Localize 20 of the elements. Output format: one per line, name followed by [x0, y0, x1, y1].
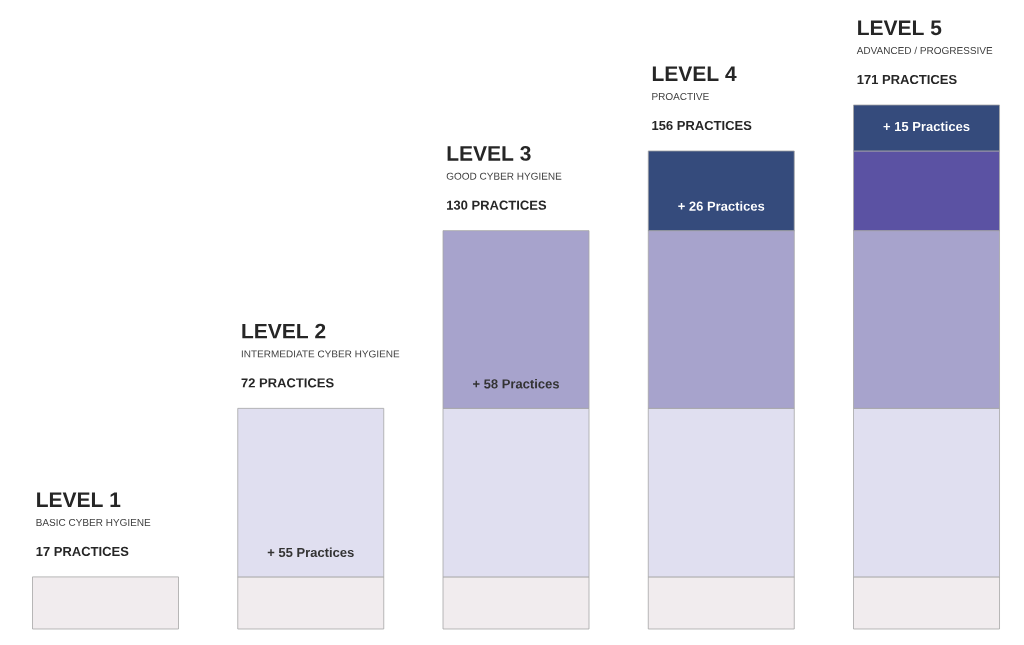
- data-label: + 26 Practices: [678, 201, 765, 211]
- text: PROACTIVE: [652, 92, 709, 101]
- text: LEVEL 4: [652, 66, 737, 81]
- data-label: + 15 Practices: [883, 121, 970, 132]
- data-label: + 58 Practices: [473, 378, 559, 389]
- annotation: LEVEL 1: [37, 492, 121, 507]
- total-label: 72 PRACTICES: [241, 378, 334, 388]
- annotation: LEVEL 3: [447, 145, 531, 161]
- total-label: 156 PRACTICES: [652, 120, 752, 131]
- total-label: 130 PRACTICES: [447, 200, 547, 210]
- data-label: + 55 Practices: [267, 547, 354, 558]
- total-label: 17 PRACTICES: [36, 546, 129, 557]
- annotation: INTERMEDIATE CYBER HYGIENE: [241, 350, 400, 358]
- annotation: GOOD CYBER HYGIENE: [446, 172, 562, 180]
- bar: [32, 576, 179, 630]
- total-label: 171 PRACTICES: [857, 74, 957, 85]
- text: LEVEL 5: [858, 20, 942, 36]
- annotation: LEVEL 2: [242, 323, 326, 339]
- text: ADVANCED / PROGRESSIVE: [856, 46, 993, 55]
- annotation: BASIC CYBER HYGIENE: [36, 518, 151, 526]
